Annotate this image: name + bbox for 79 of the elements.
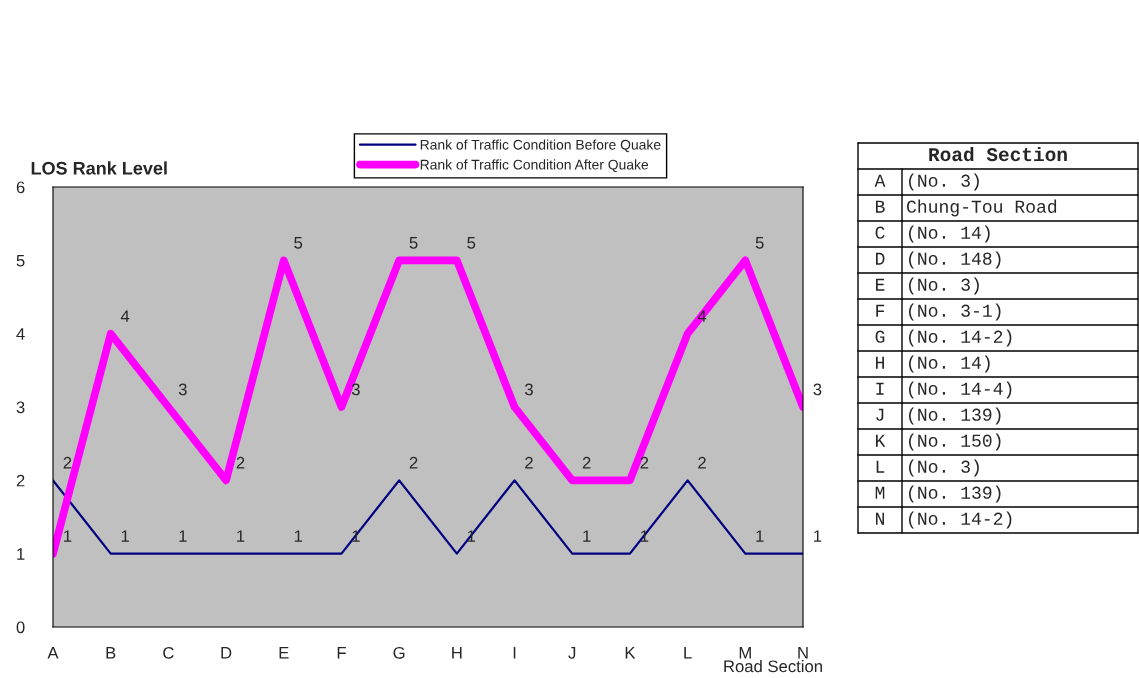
x-tick-label: N xyxy=(798,647,808,659)
y-tick-label: 2 xyxy=(16,474,25,487)
data-label: 2 xyxy=(236,456,245,469)
data-label: 3 xyxy=(178,383,187,396)
data-label: 1 xyxy=(294,530,303,542)
x-tick-label: K xyxy=(625,647,636,659)
text: (No. 3) xyxy=(909,459,979,477)
data-label: 2 xyxy=(698,456,706,469)
text: (No. 139) xyxy=(909,407,1001,425)
text: (No. 139) xyxy=(909,485,1001,503)
text: A xyxy=(874,174,886,187)
text: K xyxy=(876,434,886,447)
x-axis-title: Road Section xyxy=(724,660,822,673)
y-tick-label: 4 xyxy=(16,328,25,340)
x-tick-label: D xyxy=(221,647,232,659)
text: (No. 14-2) xyxy=(909,329,1012,347)
x-tick-label: E xyxy=(279,647,289,659)
y-tick-label: 5 xyxy=(16,254,25,267)
text: G xyxy=(875,330,885,343)
data-label: 5 xyxy=(294,237,303,249)
data-label: 4 xyxy=(120,310,130,322)
data-label: 2 xyxy=(525,456,533,469)
text: (No. 3) xyxy=(909,173,979,191)
data-label: 1 xyxy=(814,530,822,542)
text: M xyxy=(875,486,885,499)
text: (No. 148) xyxy=(909,251,1001,269)
text: Road Section xyxy=(929,146,1067,162)
text: I xyxy=(876,382,884,395)
data-label: 5 xyxy=(467,237,476,249)
y-tick-label: 0 xyxy=(16,621,25,634)
text: C xyxy=(875,226,885,239)
x-tick-label: L xyxy=(684,647,692,659)
data-label: 2 xyxy=(582,456,591,469)
data-label: 3 xyxy=(813,383,822,396)
text: Chung-Tou Road xyxy=(907,199,1057,217)
y-tick-label: 3 xyxy=(16,401,25,414)
data-label: 1 xyxy=(756,530,764,542)
text: B xyxy=(876,200,885,213)
data-label: 1 xyxy=(179,530,187,542)
y-tick-label: 6 xyxy=(16,181,25,194)
x-tick-label: C xyxy=(163,646,174,659)
data-label: 1 xyxy=(121,530,129,542)
x-tick-label: A xyxy=(47,647,59,659)
data-label: 1 xyxy=(64,530,72,542)
text: F xyxy=(876,304,885,317)
text: (No. 3-1) xyxy=(909,303,1001,321)
data-label: 4 xyxy=(697,310,707,322)
x-tick-label: H xyxy=(452,647,462,659)
text: H xyxy=(876,356,884,369)
x-tick-label: I xyxy=(513,647,516,659)
text: (No. 14-2) xyxy=(909,511,1012,529)
data-label: 1 xyxy=(237,530,245,542)
text: (No. 150) xyxy=(909,433,1001,451)
y-axis-title: LOS Rank Level xyxy=(31,161,167,175)
x-tick-label: M xyxy=(739,647,751,659)
text: L xyxy=(876,460,885,473)
x-tick-label: J xyxy=(568,647,576,659)
legend-label: Rank of Traffic Condition After Quake xyxy=(420,159,649,173)
data-label: 1 xyxy=(583,530,591,542)
data-label: 3 xyxy=(524,383,533,396)
text: N xyxy=(876,512,884,525)
data-label: 2 xyxy=(63,456,72,469)
x-tick-label: G xyxy=(393,646,405,659)
data-label: 3 xyxy=(351,383,360,396)
x-tick-label: F xyxy=(337,647,346,659)
y-tick-label: 1 xyxy=(17,548,25,560)
text: (No. 14) xyxy=(909,355,990,373)
data-label: 2 xyxy=(409,456,418,469)
data-label: 5 xyxy=(755,237,764,249)
data-label: 2 xyxy=(640,456,649,469)
legend-label: Rank of Traffic Condition Before Quake xyxy=(420,139,661,153)
text: E xyxy=(876,278,885,291)
x-tick-label: B xyxy=(106,647,116,659)
text: (No. 14-4) xyxy=(909,381,1012,399)
text: J xyxy=(876,408,884,421)
data-label: 5 xyxy=(409,237,418,249)
text: D xyxy=(876,252,885,265)
text: (No. 3) xyxy=(909,277,979,295)
text: (No. 14) xyxy=(909,225,990,243)
